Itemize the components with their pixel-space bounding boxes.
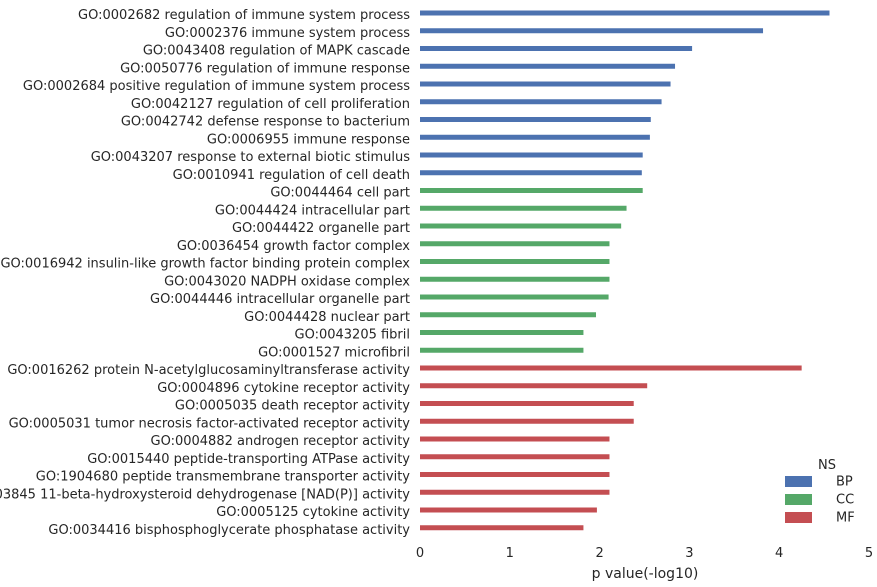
bar-mf (420, 525, 584, 531)
bar-mf (420, 401, 634, 406)
category-label: GO:0010941 regulation of cell death (173, 168, 410, 183)
category-label: GO:0042127 regulation of cell proliferat… (131, 97, 410, 112)
category-label: GO:0004896 cytokine receptor activity (157, 381, 410, 396)
bar-bp (420, 170, 642, 176)
category-label: GO:1904680 peptide transmembrane transpo… (36, 470, 411, 485)
bar-bp (420, 10, 830, 16)
bar-mf (420, 365, 802, 371)
category-label: GO:0004882 androgen receptor activity (151, 434, 411, 449)
legend: NS BP CC MF (785, 458, 855, 526)
bar-cc (420, 294, 609, 300)
category-label: GO:0043207 response to external biotic s… (91, 150, 411, 165)
category-label: GO:0050776 regulation of immune response (120, 61, 410, 76)
category-label: GO:0002682 regulation of immune system p… (78, 8, 410, 23)
category-label: GO:0002376 immune system process (165, 26, 410, 41)
bar-mf (420, 418, 634, 424)
legend-swatch-bp (785, 476, 812, 487)
bar-bp (420, 81, 671, 87)
bar-cc (420, 205, 627, 211)
legend-swatch-mf (785, 512, 812, 523)
x-tick-label: 0 (416, 546, 424, 561)
bar-cc (420, 347, 584, 353)
category-labels: GO:0002682 regulation of immune system p… (0, 8, 410, 538)
category-label: GO:0005035 death receptor activity (175, 399, 410, 414)
legend-title: NS (818, 458, 836, 473)
bar-mf (420, 383, 648, 389)
bar-bp (420, 99, 662, 105)
category-label: GO:0044446 intracellular organelle part (150, 292, 410, 307)
category-label: GO:0044422 organelle part (232, 221, 410, 236)
category-label: GO:0044428 nuclear part (244, 310, 410, 325)
category-label: GO:0042742 defense response to bacterium (121, 115, 410, 130)
category-label: GO:0005031 tumor necrosis factor-activat… (9, 416, 411, 431)
x-tick-label: 1 (506, 546, 514, 561)
legend-label-cc: CC (836, 493, 854, 508)
category-label: GO:0034416 bisphosphoglycerate phosphata… (48, 523, 410, 538)
legend-label-mf: MF (836, 511, 855, 526)
category-label: GO:0005125 cytokine activity (216, 505, 410, 520)
category-label: GO:0044464 cell part (270, 186, 410, 201)
bar-cc (420, 276, 610, 282)
category-label: GO:0016942 insulin-like growth factor bi… (0, 257, 410, 272)
category-label: GO:0003845 11-beta-hydroxysteroid dehydr… (0, 487, 410, 502)
category-label: GO:0016262 protein N-acetylglucosaminylt… (7, 363, 410, 378)
bar-cc (420, 259, 610, 264)
category-label: GO:0043205 fibril (295, 328, 411, 343)
bar-mf (420, 436, 610, 442)
category-label: GO:0043408 regulation of MAPK cascade (143, 44, 410, 59)
legend-label-bp: BP (836, 475, 853, 490)
category-label: GO:0036454 growth factor complex (177, 239, 410, 254)
bar-bp (420, 46, 693, 51)
bars (420, 10, 830, 531)
bar-cc (420, 188, 643, 193)
x-tick-label: 2 (595, 546, 603, 561)
category-label: GO:0043020 NADPH oxidase complex (164, 274, 410, 289)
bar-mf (420, 472, 610, 477)
category-label: GO:0006955 immune response (207, 132, 410, 147)
category-label: GO:0044424 intracellular part (215, 203, 410, 218)
x-tick-label: 4 (775, 546, 783, 561)
category-label: GO:0001527 microfibril (258, 345, 410, 360)
bar-bp (420, 134, 650, 140)
category-label: GO:0015440 peptide-transporting ATPase a… (87, 452, 410, 467)
legend-swatch-cc (785, 494, 812, 505)
bar-mf (420, 507, 597, 513)
bar-cc (420, 241, 610, 247)
x-axis-title: p value(-log10) (592, 566, 699, 582)
bar-cc (420, 330, 584, 335)
x-tick-label: 3 (685, 546, 693, 561)
x-axis-ticks: 0 1 2 3 4 5 (416, 546, 873, 561)
legend-entries: BP CC MF (785, 475, 855, 526)
bar-bp (420, 117, 651, 122)
bar-cc (420, 312, 597, 318)
bar-mf (420, 454, 610, 460)
bar-cc (420, 223, 622, 229)
bar-bp (420, 63, 676, 69)
bar-bp (420, 152, 643, 158)
bar-mf (420, 489, 610, 495)
category-label: GO:0002684 positive regulation of immune… (23, 79, 410, 94)
bar-bp (420, 28, 764, 34)
x-tick-label: 5 (865, 546, 873, 561)
